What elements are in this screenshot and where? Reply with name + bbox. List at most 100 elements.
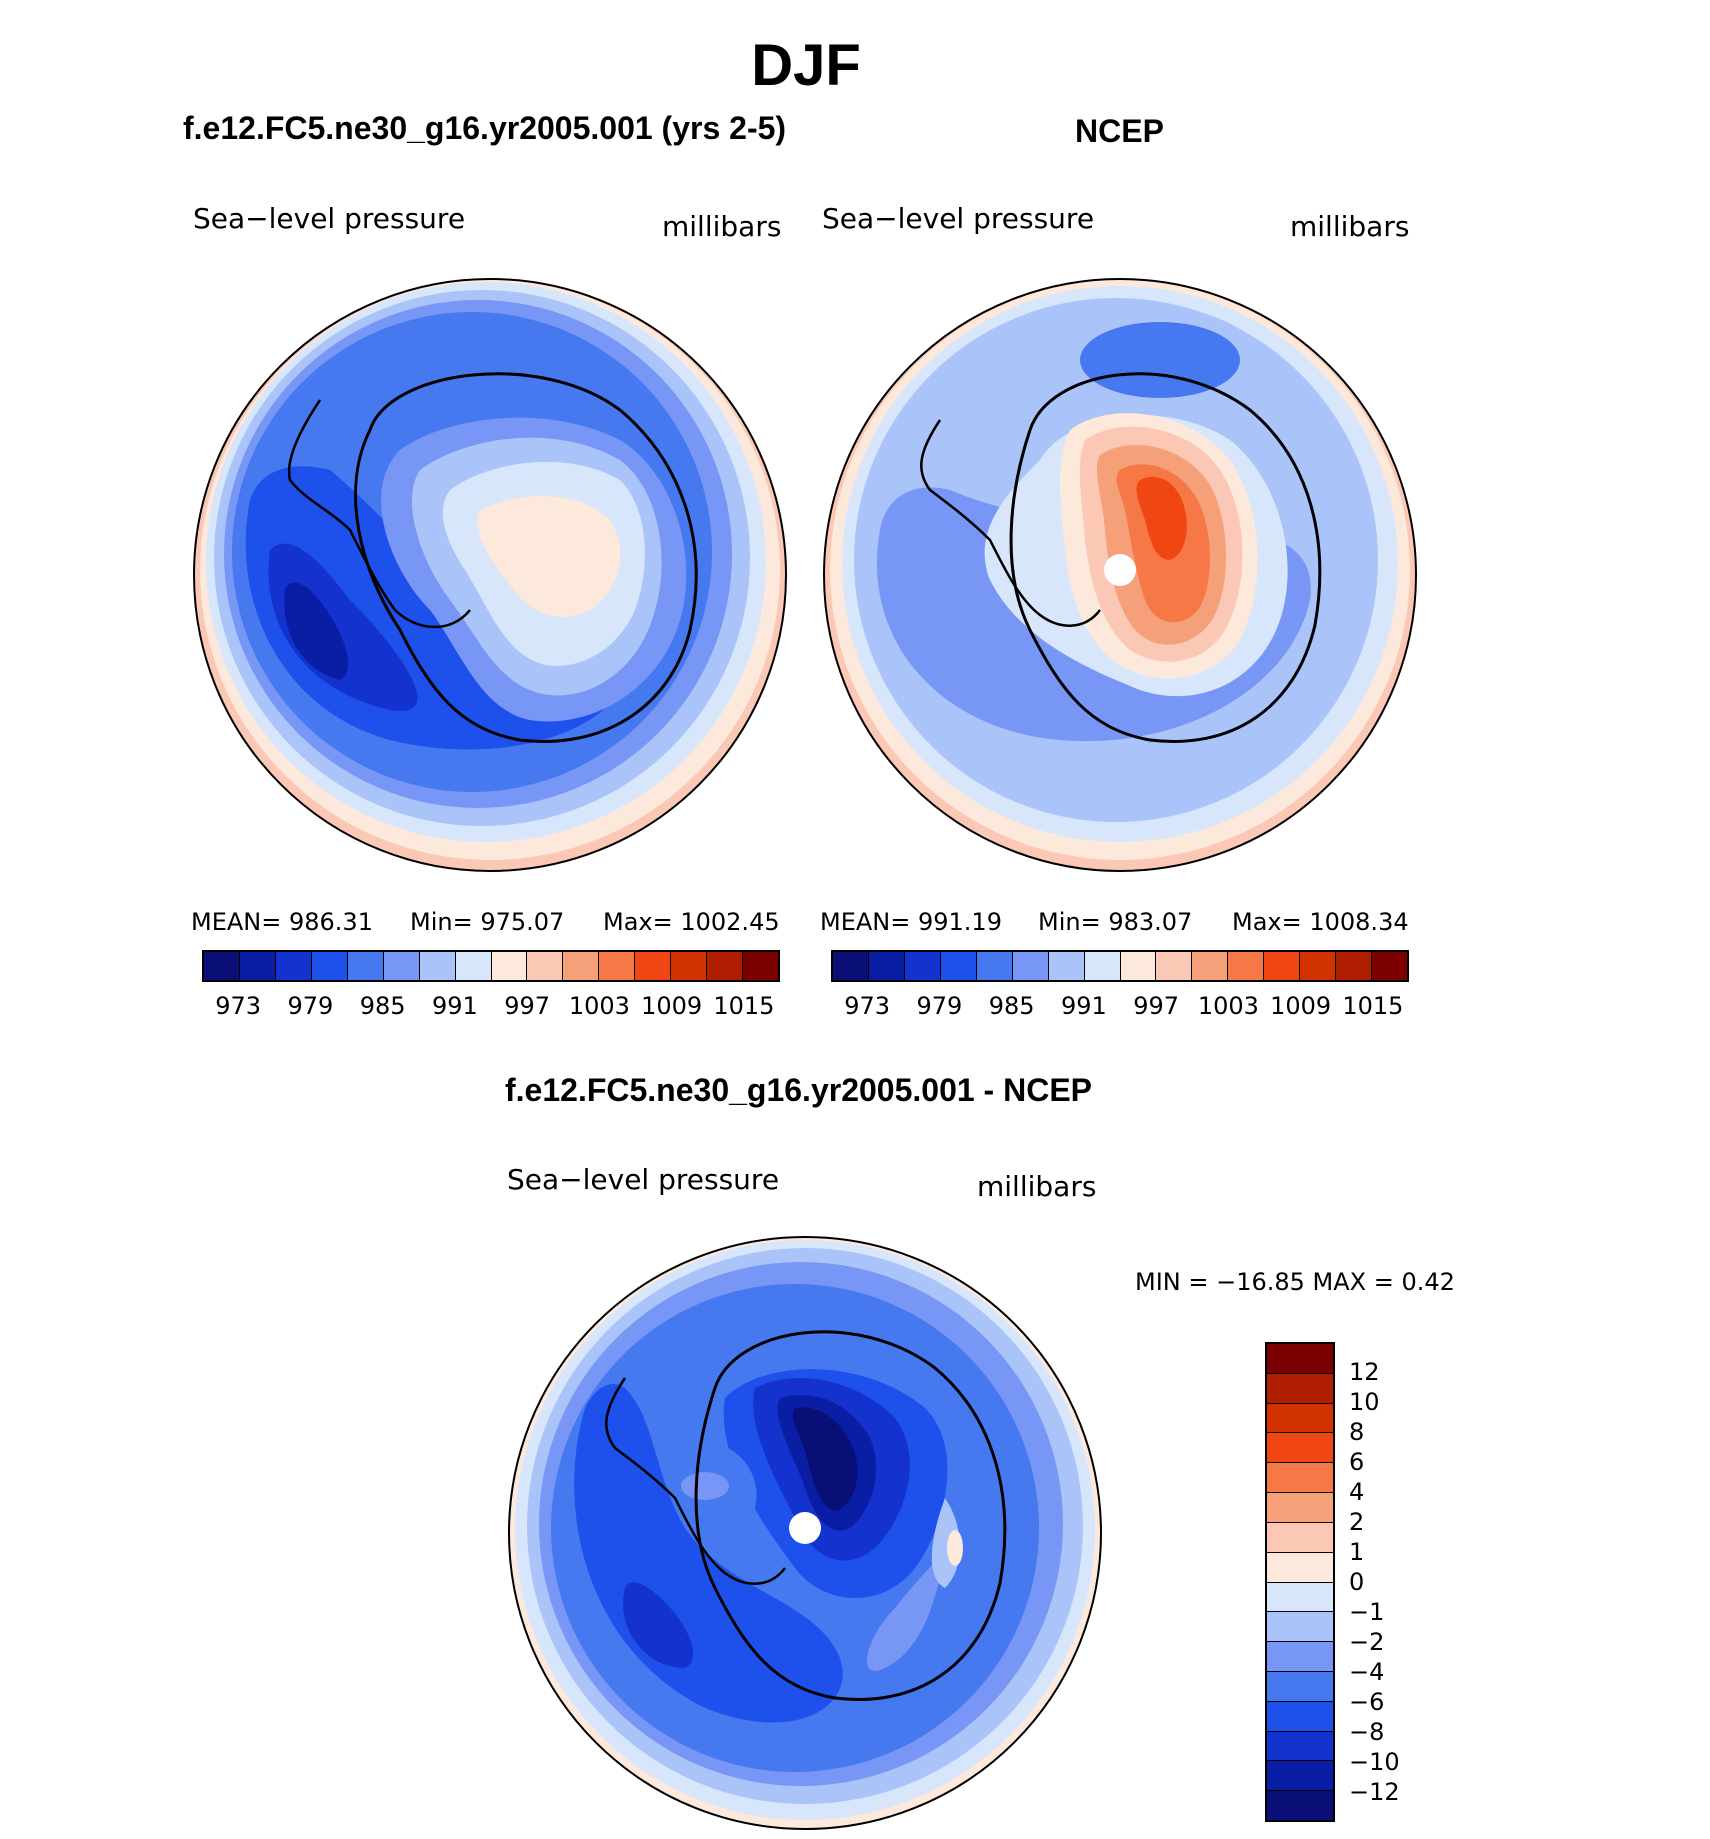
colorbar-cell <box>743 952 778 980</box>
obs-mean: MEAN= 991.19 <box>820 908 1002 936</box>
colorbar-cell <box>1372 952 1407 980</box>
colorbar-cell <box>491 952 528 980</box>
colorbar-tick-label: 1015 <box>713 992 775 1020</box>
colorbar-cell <box>940 952 977 980</box>
colorbar-cell <box>635 952 672 980</box>
colorbar-tick-label: −6 <box>1349 1688 1385 1716</box>
colorbar-tick-label: 4 <box>1349 1478 1365 1506</box>
diff-units-label: millibars <box>977 1170 1097 1203</box>
colorbar-cell <box>1012 952 1049 980</box>
model-min: Min= 975.07 <box>410 908 565 936</box>
colorbar-tick-label: 0 <box>1349 1568 1365 1596</box>
colorbar-cell <box>1267 1731 1333 1762</box>
colorbar-tick-label: 1009 <box>641 992 703 1020</box>
colorbar-tick-label: −2 <box>1349 1628 1385 1656</box>
colorbar-cell <box>1267 1403 1333 1434</box>
colorbar-tick-label: −8 <box>1349 1718 1385 1746</box>
colorbar-cell <box>1267 1761 1333 1792</box>
colorbar-cell <box>455 952 492 980</box>
colorbar-cell <box>383 952 420 980</box>
model-polar-map <box>193 278 787 872</box>
colorbar-tick-label: 1003 <box>1197 992 1259 1020</box>
colorbar-cell <box>239 952 276 980</box>
colorbar-tick-label: 1015 <box>1342 992 1404 1020</box>
model-colorbar <box>202 950 780 982</box>
colorbar-tick-label: −10 <box>1349 1748 1400 1776</box>
obs-units-label: millibars <box>1290 210 1410 243</box>
obs-panel-title: NCEP <box>1075 113 1164 149</box>
model-max: Max= 1002.45 <box>603 908 780 936</box>
obs-max: Max= 1008.34 <box>1232 908 1409 936</box>
model-units-label: millibars <box>662 210 782 243</box>
colorbar-cell <box>347 952 384 980</box>
colorbar-cell <box>1336 952 1373 980</box>
colorbar-tick-label: 979 <box>916 992 963 1020</box>
colorbar-tick-label: 973 <box>844 992 891 1020</box>
colorbar-cell <box>833 952 869 980</box>
colorbar-tick-label: 1003 <box>568 992 630 1020</box>
colorbar-cell <box>1228 952 1265 980</box>
diff-colorbar <box>1265 1342 1335 1822</box>
colorbar-cell <box>275 952 312 980</box>
colorbar-cell <box>1267 1701 1333 1732</box>
model-panel-title: f.e12.FC5.ne30_g16.yr2005.001 (yrs 2-5) <box>183 110 787 146</box>
colorbar-cell <box>868 952 905 980</box>
colorbar-cell <box>1267 1433 1333 1464</box>
obs-min: Min= 983.07 <box>1038 908 1193 936</box>
colorbar-tick-label: 979 <box>287 992 334 1020</box>
obs-colorbar <box>831 950 1409 982</box>
obs-field-label: Sea−level pressure <box>822 202 1095 235</box>
colorbar-cell <box>904 952 941 980</box>
colorbar-tick-label: 12 <box>1349 1358 1380 1386</box>
colorbar-cell <box>204 952 240 980</box>
colorbar-cell <box>1267 1344 1333 1374</box>
colorbar-cell <box>976 952 1013 980</box>
colorbar-cell <box>599 952 636 980</box>
colorbar-tick-label: 10 <box>1349 1388 1380 1416</box>
diff-panel-title: f.e12.FC5.ne30_g16.yr2005.001 - NCEP <box>505 1072 1092 1108</box>
colorbar-tick-label: 985 <box>988 992 1035 1020</box>
colorbar-cell <box>1267 1373 1333 1404</box>
colorbar-cell <box>311 952 348 980</box>
colorbar-tick-label: 973 <box>215 992 262 1020</box>
colorbar-cell <box>1084 952 1121 980</box>
diff-polar-map <box>508 1236 1102 1830</box>
colorbar-tick-label: −4 <box>1349 1658 1385 1686</box>
figure-title: DJF <box>751 33 861 98</box>
colorbar-cell <box>1048 952 1085 980</box>
colorbar-cell <box>527 952 564 980</box>
colorbar-tick-label: 991 <box>1060 992 1107 1020</box>
colorbar-tick-label: 8 <box>1349 1418 1365 1446</box>
colorbar-tick-label: 6 <box>1349 1448 1365 1476</box>
colorbar-cell <box>1267 1642 1333 1672</box>
colorbar-cell <box>1156 952 1193 980</box>
colorbar-cell <box>1300 952 1337 980</box>
colorbar-cell <box>1264 952 1301 980</box>
colorbar-cell <box>1120 952 1157 980</box>
colorbar-tick-label: 2 <box>1349 1508 1365 1536</box>
colorbar-cell <box>1192 952 1229 980</box>
model-mean: MEAN= 986.31 <box>191 908 373 936</box>
colorbar-cell <box>1267 1552 1333 1583</box>
colorbar-tick-label: 991 <box>431 992 478 1020</box>
diff-field-label: Sea−level pressure <box>507 1163 780 1196</box>
colorbar-tick-label: 997 <box>1133 992 1180 1020</box>
colorbar-cell <box>419 952 456 980</box>
colorbar-cell <box>1267 1522 1333 1553</box>
colorbar-cell <box>707 952 744 980</box>
colorbar-cell <box>1267 1612 1333 1643</box>
model-field-label: Sea−level pressure <box>193 202 466 235</box>
colorbar-tick-label: 997 <box>504 992 551 1020</box>
colorbar-cell <box>563 952 600 980</box>
colorbar-tick-label: 985 <box>359 992 406 1020</box>
colorbar-tick-label: −12 <box>1349 1778 1400 1806</box>
colorbar-tick-label: 1009 <box>1270 992 1332 1020</box>
colorbar-tick-label: −1 <box>1349 1598 1385 1626</box>
colorbar-cell <box>671 952 708 980</box>
colorbar-cell <box>1267 1791 1333 1820</box>
colorbar-tick-label: 1 <box>1349 1538 1365 1566</box>
colorbar-cell <box>1267 1582 1333 1613</box>
colorbar-cell <box>1267 1493 1333 1523</box>
colorbar-cell <box>1267 1463 1333 1494</box>
colorbar-cell <box>1267 1671 1333 1702</box>
